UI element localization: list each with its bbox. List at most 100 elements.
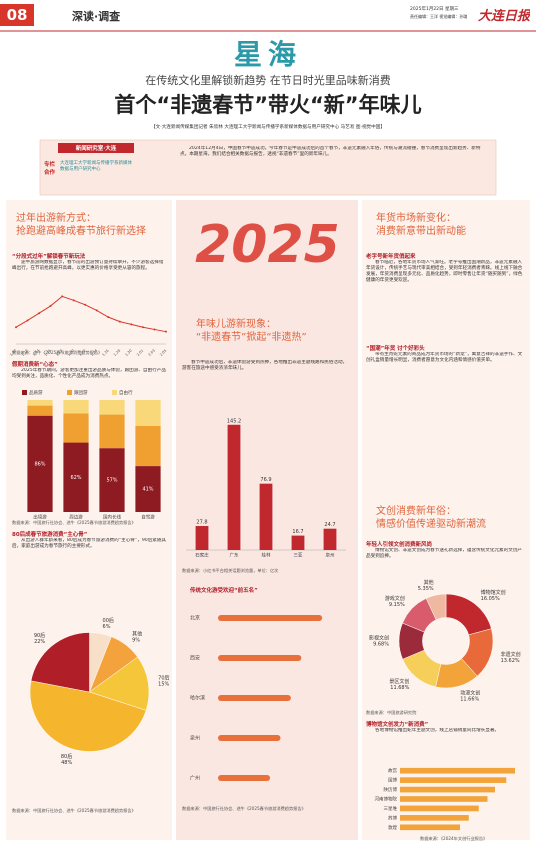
row-label: 苏博	[388, 814, 397, 821]
bar	[400, 815, 469, 821]
x-tick-label: 石家庄	[195, 552, 209, 559]
slice-value: 11.68%	[390, 685, 409, 691]
slice-label: 00后	[103, 617, 114, 624]
slice	[30, 632, 90, 693]
pictogram-row	[218, 735, 281, 741]
value-label: 57%	[106, 478, 117, 484]
lead: “国潮”年货 讨个好彩头	[366, 346, 425, 352]
slice-label: 非遗文创	[501, 651, 521, 658]
row-label: 泉州	[190, 735, 200, 742]
bar-segment	[63, 400, 89, 414]
row-label: 北京	[190, 615, 200, 622]
bar-segment	[99, 400, 125, 415]
source: 数据来源：小红书平台相关话题浏览量，单位：亿次	[182, 568, 279, 573]
point	[26, 319, 29, 322]
paragraph: 从出游人群年龄来看，80后成为春节旅游消费的“主心骨”，90后紧随其后，家庭出游…	[12, 538, 167, 549]
bar	[400, 805, 479, 812]
paper-name: 大连日报	[478, 9, 531, 24]
section-label: 深读·调查	[72, 10, 121, 23]
x-tick-label: 1.16	[44, 349, 52, 357]
bar	[323, 528, 337, 550]
word-cloud: 2025	[195, 215, 340, 275]
lead: 博物馆文创发力“新消费”	[366, 722, 429, 728]
lead: 80后成春节旅游消费“主心骨”	[12, 532, 88, 538]
row-label: 哈尔滨	[190, 695, 205, 702]
column-label: 专栏合作	[44, 162, 56, 176]
point	[72, 299, 75, 302]
slice-value: 13.62%	[501, 658, 520, 664]
point	[107, 316, 110, 319]
x-tick-label: 1.30	[124, 349, 132, 357]
x-tick-label: 1.22	[78, 349, 86, 357]
bar	[291, 535, 305, 550]
x-tick-label: 国内长线	[103, 514, 121, 521]
x-tick-label: 三亚	[294, 553, 303, 559]
slice	[29, 680, 147, 752]
slice-label: 90后	[34, 632, 45, 639]
right-panel	[362, 200, 530, 840]
x-tick-label: 1.14	[32, 348, 41, 357]
column-name: 新闻研究室·大连	[75, 146, 117, 152]
source: 数据来源：中国旅行社协会、途牛《2025春节旅游消费趋势报告》	[12, 520, 136, 525]
point	[15, 326, 17, 329]
source: 数据来源：途牛《2025春节旅游消费趋势报告》	[12, 350, 103, 355]
x-tick-label: 2.01	[136, 349, 144, 357]
x-tick-label: 周边游	[69, 514, 83, 521]
bar	[400, 824, 460, 831]
headline: 首个“非遗春节”带火“新”年味儿	[114, 93, 422, 117]
point	[95, 309, 98, 312]
lead: 老字号新年货俏起来	[366, 254, 416, 260]
pictogram-row	[218, 615, 323, 621]
slice-label: 游戏文创	[385, 595, 405, 602]
slice-label: 70后	[158, 675, 169, 682]
point	[118, 320, 121, 323]
x-tick-label: 泉州	[326, 552, 335, 559]
x-tick-label: 自驾游	[141, 514, 155, 521]
x-tick-label: 1.18	[55, 349, 63, 357]
point	[130, 323, 133, 326]
slice-value: 15%	[158, 682, 169, 688]
lead: 假期消费新“心态”	[12, 362, 58, 368]
pictogram-row	[218, 695, 291, 701]
bar	[195, 526, 209, 550]
row-label: 国博	[388, 777, 397, 784]
section-title: 文创消费新年俗：	[376, 506, 456, 517]
editor: 责任编辑：王洋 视觉编辑：孙璐	[410, 14, 468, 19]
slice-label: 影视文创	[369, 635, 389, 642]
slice-label: 动漫文创	[460, 690, 480, 697]
value-label: 27.8	[196, 520, 207, 526]
bar	[400, 767, 515, 774]
value-label: 145.2	[227, 418, 241, 424]
bar	[227, 424, 241, 550]
point	[38, 312, 41, 315]
section-subtitle: 情感价值传递驱动新潮流	[376, 519, 486, 530]
bar-segment	[135, 425, 161, 467]
point	[61, 295, 64, 298]
point	[49, 304, 52, 307]
point	[84, 303, 87, 306]
kicker: 在传统文化里解锁新趋势 在节日时光里品味新消费	[145, 74, 391, 87]
slice-label: 景区文创	[389, 678, 409, 685]
section-title: 过年出游新方式：	[16, 213, 96, 224]
section-subtitle: “非遗春节”掀起“非遗热”	[196, 332, 307, 343]
line	[15, 295, 167, 333]
value-label: 76.9	[260, 477, 271, 483]
source: 数据来源：中国旅游研究院	[366, 710, 417, 715]
bar-segment	[63, 442, 89, 512]
bar-segment	[135, 466, 161, 512]
row-label: 陕历博	[384, 786, 398, 793]
pictogram-row	[218, 775, 271, 781]
x-tick-label: 1.20	[67, 349, 75, 357]
value-label: 86%	[34, 461, 45, 467]
legend-swatch	[67, 390, 72, 395]
section-subtitle: 消费新意带出新动能	[376, 226, 466, 237]
x-tick-label: 1.10	[9, 349, 17, 357]
x-tick-label: 1.12	[21, 349, 29, 357]
slice-label: 80后	[61, 753, 72, 760]
row-label: 三星堆	[384, 805, 398, 812]
bar-segment	[99, 448, 125, 512]
slice-label: 其他	[424, 579, 434, 586]
x-tick-label: 1.28	[113, 349, 121, 357]
slice-value: 6%	[103, 624, 111, 630]
bar-segment	[99, 414, 125, 449]
